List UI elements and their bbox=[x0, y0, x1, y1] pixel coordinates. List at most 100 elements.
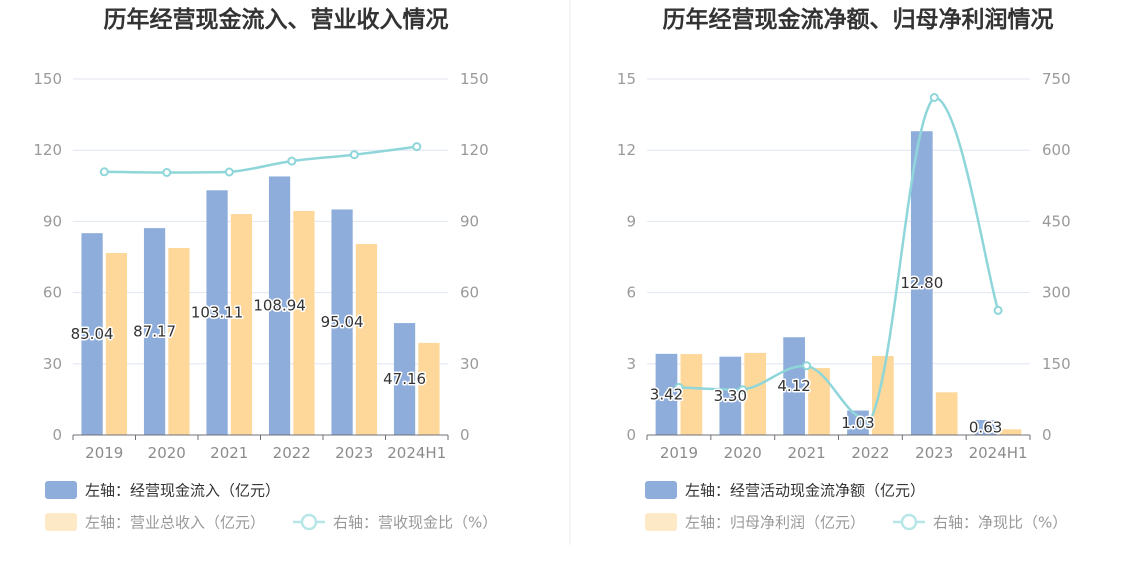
left-axis-tick-label: 3 bbox=[626, 355, 636, 373]
x-axis-category-label: 2024H1 bbox=[969, 444, 1028, 462]
line-point bbox=[162, 168, 172, 177]
line-point bbox=[412, 142, 422, 152]
left-axis-tick-label: 150 bbox=[33, 70, 62, 88]
legend-swatch bbox=[645, 481, 677, 499]
x-axis-category-label: 2019 bbox=[85, 444, 123, 462]
x-axis-category-label: 2021 bbox=[787, 444, 825, 462]
right-axis-tick-label: 120 bbox=[460, 141, 489, 159]
legend-circle-icon bbox=[900, 513, 918, 531]
data-label: 0.63 bbox=[969, 419, 1002, 437]
bar bbox=[81, 233, 103, 435]
right-axis-tick-label: 0 bbox=[1042, 426, 1052, 444]
left-axis-tick-label: 12 bbox=[617, 141, 636, 159]
right-axis-tick-label: 30 bbox=[460, 355, 479, 373]
right-axis-tick-label: 600 bbox=[1042, 141, 1071, 159]
legend-label: 左轴：营业总收入（亿元） bbox=[85, 514, 265, 532]
chart-panel-net-cash-flow-profit: 历年经营现金流净额、归母净利润情况 0369121501503004506007… bbox=[617, 6, 1071, 532]
bar bbox=[910, 131, 933, 435]
legend-swatch bbox=[45, 513, 77, 531]
legend-swatch bbox=[645, 513, 677, 531]
bar bbox=[974, 420, 997, 435]
bar bbox=[719, 356, 742, 435]
data-label: 95.04 bbox=[321, 313, 364, 331]
legend-item-cash-inflow[interactable]: 左轴：经营现金流入（亿元） bbox=[45, 481, 280, 500]
line-series bbox=[104, 145, 417, 174]
line-point bbox=[929, 93, 939, 102]
right-axis-tick-label: 750 bbox=[1042, 70, 1071, 88]
legend-item-net-cash-ratio[interactable]: 右轴：净现比（%） bbox=[893, 514, 1067, 532]
legend-label: 左轴：经营现金流入（亿元） bbox=[85, 482, 280, 500]
line-point bbox=[99, 167, 109, 177]
bar bbox=[783, 337, 805, 435]
bar bbox=[331, 209, 353, 435]
bar bbox=[230, 214, 253, 435]
bar bbox=[105, 252, 128, 435]
right-axis-tick-label: 90 bbox=[460, 212, 479, 230]
legend-swatch bbox=[45, 481, 77, 499]
legend-label: 右轴：净现比（%） bbox=[933, 514, 1067, 532]
chart-title: 历年经营现金流入、营业收入情况 bbox=[104, 6, 449, 33]
bar bbox=[206, 190, 228, 435]
bar bbox=[393, 323, 416, 435]
bar bbox=[168, 247, 190, 435]
x-axis-category-label: 2023 bbox=[335, 444, 373, 462]
bar bbox=[355, 243, 378, 435]
legend-item-operating-net-cash-flow[interactable]: 左轴：经营活动现金流净额（亿元） bbox=[645, 481, 925, 500]
chart-title: 历年经营现金流净额、归母净利润情况 bbox=[663, 6, 1054, 33]
line-point bbox=[738, 385, 748, 395]
legend-label: 右轴：营收现金比（%） bbox=[333, 514, 497, 532]
right-axis-tick-label: 60 bbox=[460, 284, 479, 302]
bar bbox=[680, 354, 703, 435]
left-axis-tick-label: 120 bbox=[33, 141, 62, 159]
x-axis-category-label: 2023 bbox=[915, 444, 953, 462]
line-point bbox=[993, 305, 1003, 315]
bar bbox=[808, 368, 830, 435]
left-axis-tick-label: 15 bbox=[617, 70, 636, 88]
legend: 左轴：经营现金流入（亿元） 左轴：营业总收入（亿元） 右轴：营收现金比（%） bbox=[45, 481, 497, 532]
legend: 左轴：经营活动现金流净额（亿元） 左轴：归母净利润（亿元） 右轴：净现比（%） bbox=[645, 481, 1067, 532]
legend-label: 左轴：归母净利润（亿元） bbox=[685, 514, 865, 532]
line-point bbox=[224, 167, 234, 177]
left-axis-tick-label: 9 bbox=[626, 212, 636, 230]
line-point bbox=[287, 156, 297, 166]
left-axis-tick-label: 0 bbox=[52, 426, 62, 444]
x-axis-category-label: 2024H1 bbox=[387, 444, 446, 462]
bar bbox=[872, 355, 894, 435]
line-point bbox=[865, 415, 875, 425]
line-point bbox=[349, 150, 359, 160]
legend-item-net-profit[interactable]: 左轴：归母净利润（亿元） bbox=[645, 513, 865, 532]
data-label: 3.42 bbox=[650, 385, 683, 403]
bar bbox=[935, 392, 958, 435]
bar bbox=[293, 210, 315, 435]
right-axis-tick-label: 450 bbox=[1042, 212, 1071, 230]
line-point bbox=[802, 361, 812, 371]
data-label: 3.30 bbox=[714, 387, 747, 405]
x-axis-category-label: 2020 bbox=[148, 444, 186, 462]
left-axis-tick-label: 30 bbox=[43, 355, 62, 373]
data-label: 87.17 bbox=[133, 323, 176, 341]
line-series bbox=[678, 96, 1000, 422]
legend-label: 左轴：经营活动现金流净额（亿元） bbox=[685, 482, 925, 500]
data-label: 103.11 bbox=[191, 304, 244, 322]
bar bbox=[744, 352, 767, 435]
plot-area: 0 30 60 90 120 150 0 30 60 90 120 150 2019 2020 2021 20… bbox=[33, 70, 488, 462]
left-axis-tick-label: 60 bbox=[43, 284, 62, 302]
bar bbox=[847, 410, 869, 435]
x-axis-category-label: 2019 bbox=[660, 444, 698, 462]
x-axis-category-label: 2022 bbox=[273, 444, 311, 462]
chart-panel-cash-inflow-revenue: 历年经营现金流入、营业收入情况 0 30 60 90 120 150 0 30 60 90 120 1… bbox=[33, 6, 497, 532]
legend-circle-icon bbox=[300, 513, 318, 531]
x-axis-category-label: 2021 bbox=[210, 444, 248, 462]
right-axis-tick-label: 300 bbox=[1042, 284, 1071, 302]
x-axis-category-label: 2022 bbox=[851, 444, 889, 462]
legend-item-total-revenue[interactable]: 左轴：营业总收入（亿元） bbox=[45, 513, 265, 532]
data-label: 108.94 bbox=[253, 297, 306, 315]
bar bbox=[655, 353, 678, 435]
data-label: 12.80 bbox=[900, 274, 943, 292]
data-label: 85.04 bbox=[71, 325, 114, 343]
data-label: 4.12 bbox=[777, 377, 810, 395]
legend-item-revenue-cash-ratio[interactable]: 右轴：营收现金比（%） bbox=[293, 514, 497, 532]
